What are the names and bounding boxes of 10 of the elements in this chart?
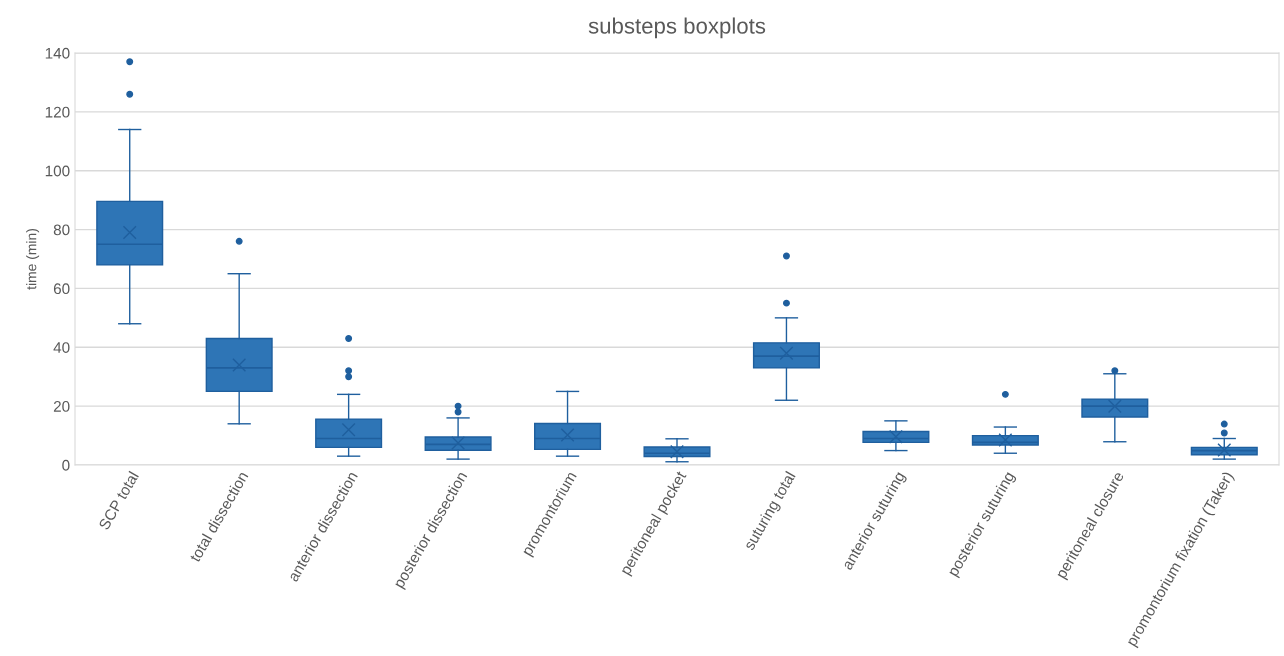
y-tick-label: 0 — [62, 459, 70, 471]
y-tick-label: 20 — [53, 401, 70, 412]
chart-title: substeps boxplots — [588, 17, 766, 39]
y-tick-label: 120 — [45, 106, 70, 118]
y-tick-label: 140 — [45, 47, 70, 59]
y-tick-label: 40 — [53, 342, 70, 353]
y-tick-label: 80 — [53, 224, 70, 236]
y-tick-label: 60 — [53, 283, 70, 295]
y-tick-label: 100 — [45, 165, 70, 177]
y-axis-title: time (min) — [26, 229, 40, 290]
